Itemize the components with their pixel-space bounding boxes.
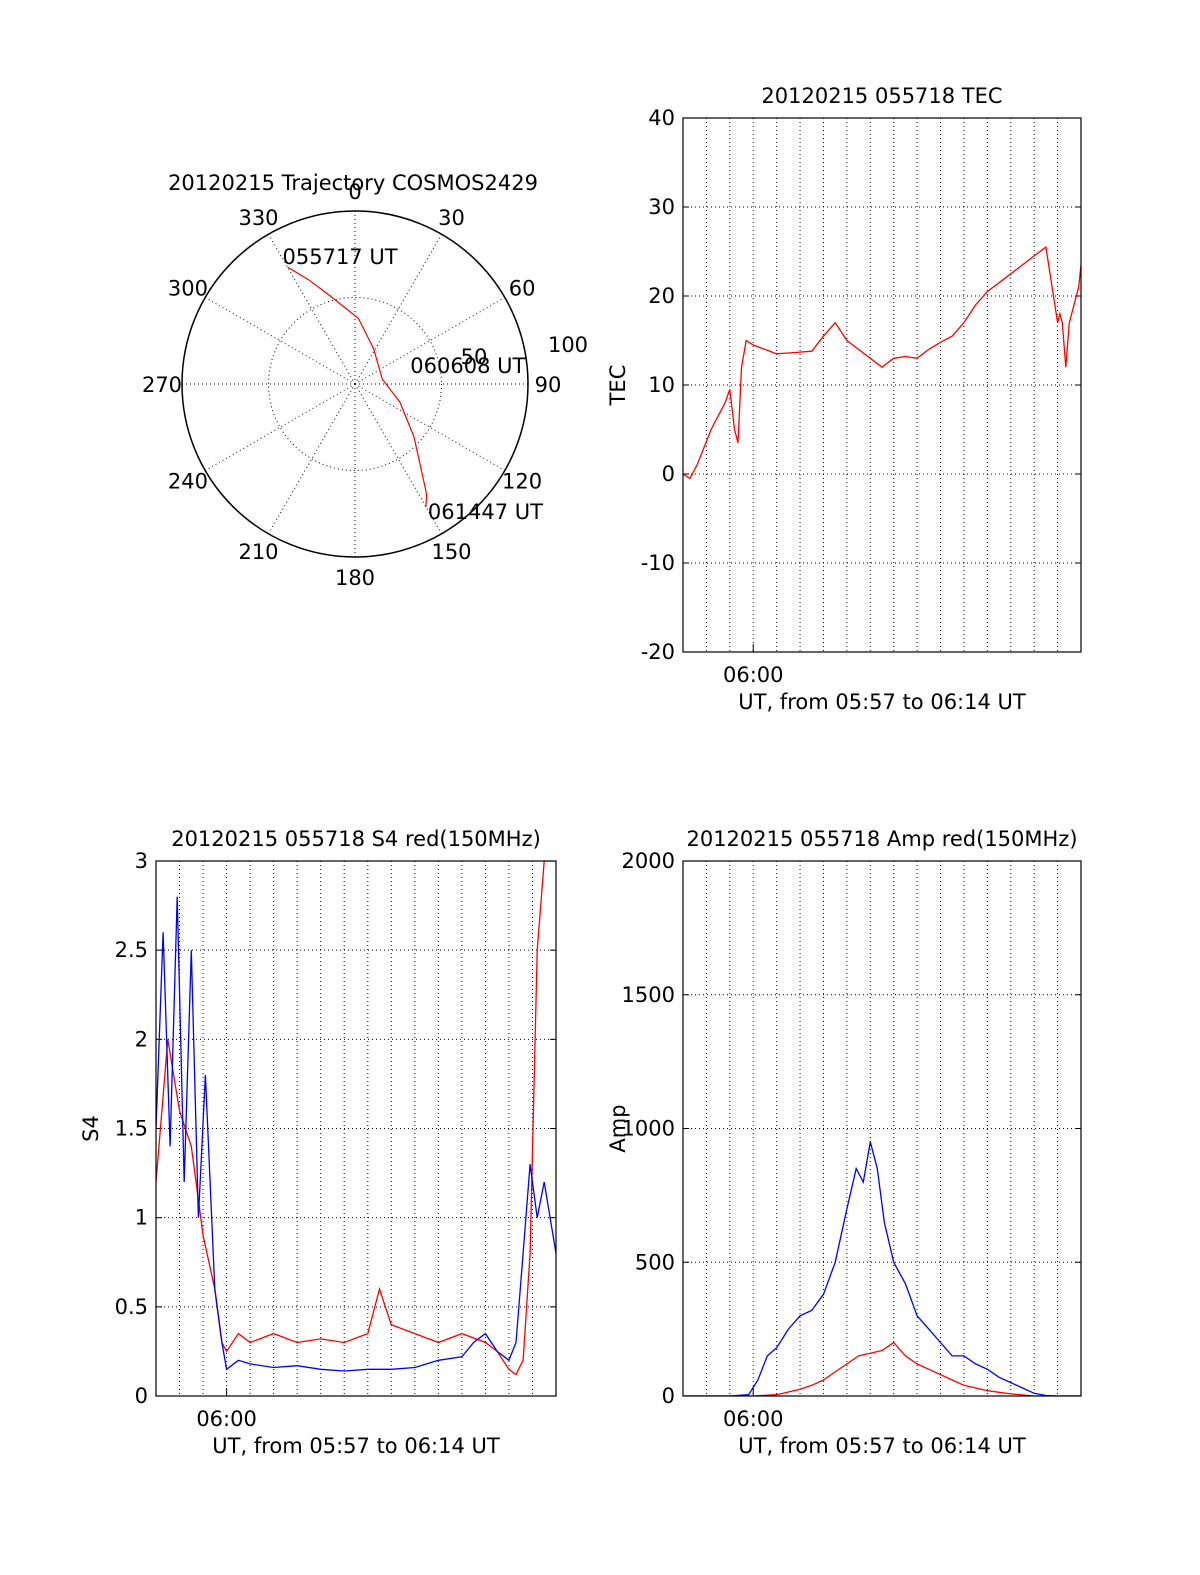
polar-spoke	[354, 233, 442, 385]
y-tick-label: 0	[662, 462, 675, 486]
chart-title: 20120215 055718 S4 red(150MHz)	[171, 827, 541, 851]
red-series-line	[683, 245, 1081, 480]
trajectory-time-label: 055717 UT	[283, 245, 398, 269]
polar-angle-label: 330	[238, 206, 278, 230]
polar-radial-label: 100	[548, 333, 588, 357]
y-tick-label: 0	[135, 1384, 148, 1408]
tec-chart: 20120215 055718 TEC -20 -10 0 10 20 30 40 06:00 U…	[606, 84, 1082, 714]
y-tick-label: -20	[641, 640, 675, 664]
series-group	[683, 1141, 1081, 1396]
polar-spoke	[354, 383, 442, 535]
polar-angle-label: 60	[509, 277, 536, 301]
polar-spoke	[204, 383, 356, 471]
x-tick-label: 06:00	[723, 663, 784, 687]
series-group	[683, 245, 1081, 480]
polar-radial-label: 50	[461, 345, 488, 369]
polar-spoke	[268, 383, 356, 535]
x-axis-label: UT, from 05:57 to 06:14 UT	[212, 1434, 500, 1458]
x-axis-label: UT, from 05:57 to 06:14 UT	[738, 1434, 1026, 1458]
polar-angle-label: 120	[502, 470, 542, 494]
red-series-line	[156, 861, 556, 1376]
blue-series-line	[156, 896, 556, 1372]
y-tick-label: 1500	[622, 983, 675, 1007]
polar-angle-label: 30	[438, 206, 465, 230]
polar-angle-label: 0	[348, 180, 361, 204]
polar-angle-label: 90	[535, 373, 562, 397]
polar-angle-label: 240	[168, 470, 208, 494]
polar-boundary	[181, 210, 529, 558]
polar-angle-label: 150	[431, 540, 471, 564]
series-group	[156, 861, 556, 1376]
plot-frame	[682, 860, 1082, 1397]
polar-spoke	[354, 383, 506, 471]
y-tick-label: 10	[648, 373, 675, 397]
y-tick-label: 30	[648, 195, 675, 219]
chart-title: 20120215 055718 Amp red(150MHz)	[686, 827, 1077, 851]
y-tick-label: 500	[635, 1250, 675, 1274]
amp-chart: 20120215 055718 Amp red(150MHz) 0 500 1000 1…	[606, 827, 1082, 1458]
x-tick-label: 06:00	[196, 1407, 257, 1431]
y-tick-label: 20	[648, 284, 675, 308]
x-axis-label: UT, from 05:57 to 06:14 UT	[738, 690, 1026, 714]
polar-ring-50	[268, 297, 442, 471]
polar-angle-label: 210	[238, 540, 278, 564]
y-tick-label: 2.5	[115, 938, 148, 962]
y-axis-label: S4	[79, 1115, 103, 1142]
trajectory-time-label: 060608 UT	[410, 354, 525, 378]
y-axis-label: Amp	[606, 1104, 630, 1152]
y-tick-label: 0	[662, 1384, 675, 1408]
y-tick-label: 1000	[622, 1117, 675, 1141]
y-tick-label: 1	[135, 1206, 148, 1230]
red-series-line	[683, 1341, 1081, 1396]
y-tick-label: 40	[648, 106, 675, 130]
trajectory-line	[287, 266, 428, 507]
blue-series-line	[683, 1141, 1081, 1396]
polar-spoke	[204, 297, 356, 385]
polar-angle-label: 300	[168, 277, 208, 301]
plot-frame	[155, 860, 557, 1397]
y-tick-label: 2	[135, 1027, 148, 1051]
y-axis-label: TEC	[606, 365, 630, 407]
chart-title: 20120215 055718 TEC	[761, 84, 1002, 108]
plot-frame	[682, 117, 1082, 653]
y-tick-label: 0.5	[115, 1295, 148, 1319]
polar-spoke	[268, 233, 356, 385]
trajectory-time-label: 061447 UT	[428, 500, 543, 524]
y-tick-label: 1.5	[115, 1117, 148, 1141]
x-tick-label: 06:00	[723, 1407, 784, 1431]
polar-angle-label: 270	[142, 373, 182, 397]
chart-title: 20120215 Trajectory COSMOS2429	[168, 171, 538, 195]
y-tick-label: 2000	[622, 849, 675, 873]
y-tick-label: 3	[135, 849, 148, 873]
s4-chart: 20120215 055718 S4 red(150MHz) 0 0.5 1 1.5 2 2…	[79, 827, 557, 1458]
y-tick-label: -10	[641, 551, 675, 575]
polar-angle-label: 180	[335, 566, 375, 590]
